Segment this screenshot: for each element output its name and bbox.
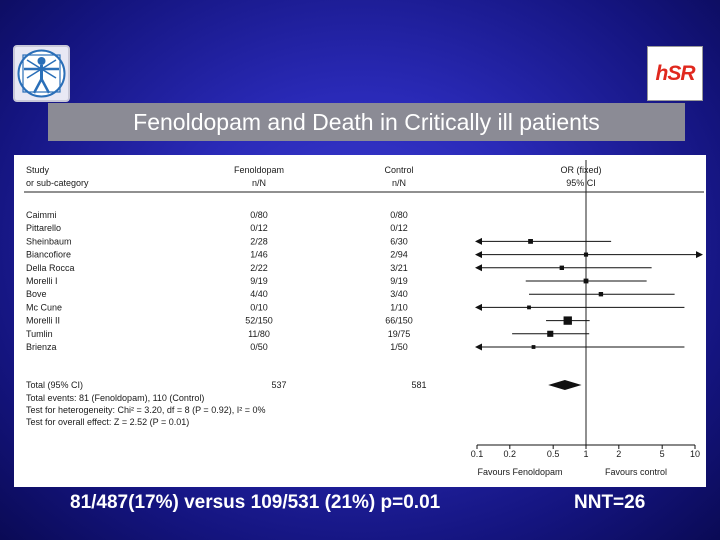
study-name: Sheinbaum	[26, 236, 72, 246]
x-tick-label: 2	[616, 449, 621, 459]
hsr-logo-text: hSR	[655, 61, 696, 85]
point-estimate	[583, 278, 589, 284]
study-treatment: 2/28	[250, 236, 268, 246]
ci-arrow-left	[475, 251, 482, 259]
header-or: OR (fixed)	[560, 165, 601, 175]
total-control: 581	[411, 380, 426, 390]
footer-summary: 81/487(17%) versus 109/531 (21%) p=0.01	[70, 492, 441, 513]
hsr-logo: hSR	[647, 46, 703, 101]
ci-arrow-left	[475, 264, 482, 272]
slide-title: Fenoldopam and Death in Critically ill p…	[133, 108, 600, 135]
total-label: Total (95% CI)	[26, 380, 83, 390]
header-subcategory: or sub-category	[26, 178, 89, 188]
study-treatment: 0/50	[250, 342, 268, 352]
stat-line: Total events: 81 (Fenoldopam), 110 (Cont…	[26, 393, 204, 403]
point-estimate	[528, 239, 533, 244]
header-control: Control	[384, 165, 413, 175]
vitruvian-man-icon	[17, 49, 66, 98]
study-name: Bove	[26, 289, 47, 299]
header-control-unit: n/N	[392, 178, 406, 188]
x-tick-label: 0.5	[547, 449, 560, 459]
header-study: Study	[26, 165, 50, 175]
favours-left-label: Favours Fenoldopam	[477, 467, 562, 477]
point-estimate	[547, 330, 554, 337]
study-name: Caimmi	[26, 210, 57, 220]
point-estimate	[527, 305, 531, 310]
study-treatment: 0/80	[250, 210, 268, 220]
study-name: Mc Cune	[26, 302, 62, 312]
study-name: Brienza	[26, 342, 57, 352]
study-name: Morelli I	[26, 276, 58, 286]
study-control: 2/94	[390, 250, 408, 260]
stat-line: Test for heterogeneity: Chi² = 3.20, df …	[26, 405, 265, 415]
vitruvian-logo	[13, 45, 70, 102]
study-name: Della Rocca	[26, 263, 75, 273]
study-control: 9/19	[390, 276, 408, 286]
favours-right-label: Favours control	[605, 467, 667, 477]
ci-arrow-left	[475, 303, 482, 311]
x-tick-label: 0.2	[504, 449, 517, 459]
study-control: 3/40	[390, 289, 408, 299]
total-treatment: 537	[271, 380, 286, 390]
stat-line: Test for overall effect: Z = 2.52 (P = 0…	[26, 417, 189, 427]
study-control: 6/30	[390, 236, 408, 246]
study-treatment: 4/40	[250, 289, 268, 299]
ci-arrow-left	[475, 343, 482, 351]
study-control: 3/21	[390, 263, 408, 273]
point-estimate	[559, 265, 565, 270]
x-tick-label: 10	[690, 449, 700, 459]
ci-arrow-left	[475, 237, 482, 245]
point-estimate	[598, 292, 604, 297]
study-name: Pittarello	[26, 223, 61, 233]
study-control: 0/12	[390, 223, 408, 233]
x-tick-label: 0.1	[471, 449, 484, 459]
header-treatment: Fenoldopam	[234, 165, 284, 175]
x-tick-label: 5	[660, 449, 665, 459]
point-estimate	[531, 345, 536, 349]
study-treatment: 0/10	[250, 302, 268, 312]
header-ci: 95% CI	[566, 178, 596, 188]
ci-arrow-right	[696, 251, 703, 259]
study-name: Biancofiore	[26, 250, 71, 260]
header-treatment-unit: n/N	[252, 178, 266, 188]
study-control: 1/10	[390, 302, 408, 312]
forest-plot: Study or sub-category Fenoldopam n/N Control…	[14, 155, 706, 487]
study-treatment: 9/19	[250, 276, 268, 286]
study-control: 19/75	[388, 329, 411, 339]
study-treatment: 1/46	[250, 250, 268, 260]
study-control: 66/150	[385, 316, 413, 326]
study-treatment: 52/150	[245, 316, 273, 326]
x-tick-label: 1	[583, 449, 588, 459]
total-diamond	[548, 380, 582, 390]
footer: 81/487(17%) versus 109/531 (21%) p=0.01 …	[0, 492, 720, 518]
study-control: 0/80	[390, 210, 408, 220]
study-name: Morelli II	[26, 316, 60, 326]
point-estimate	[583, 252, 589, 257]
study-treatment: 2/22	[250, 263, 268, 273]
forest-plot-svg: Study or sub-category Fenoldopam n/N Control…	[24, 160, 704, 477]
footer-nnt: NNT=26	[574, 492, 646, 513]
study-treatment: 0/12	[250, 223, 268, 233]
study-name: Tumlin	[26, 329, 53, 339]
point-estimate	[563, 316, 572, 325]
study-control: 1/50	[390, 342, 408, 352]
title-bar: Fenoldopam and Death in Critically ill p…	[48, 103, 685, 141]
study-treatment: 11/80	[248, 329, 270, 339]
